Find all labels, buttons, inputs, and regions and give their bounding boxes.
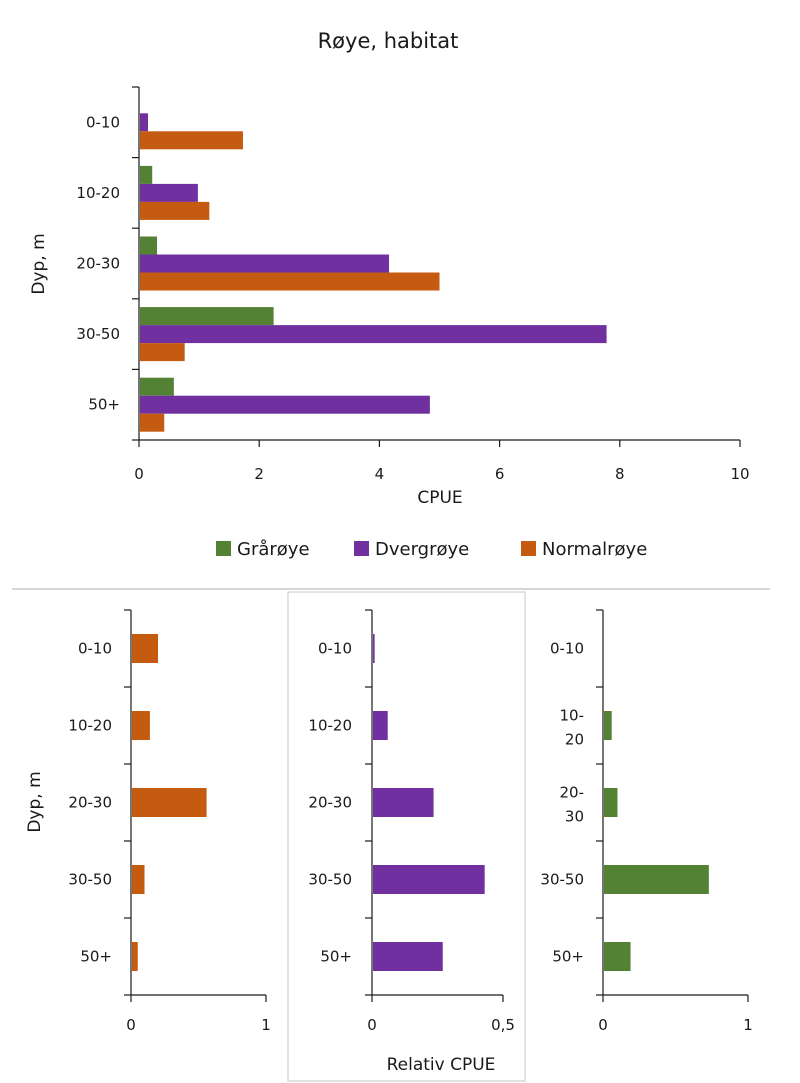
panel1-y-tick-label-10-20: 10-20 [76, 184, 120, 202]
panel1-y-tick-label-0-10: 0-10 [86, 113, 120, 131]
panel3-bar-series1-20-30 [373, 788, 434, 817]
panel2-y-tick-label-50: 50+ [80, 948, 112, 966]
panel3-x-tick-label-0: 0 [367, 1016, 377, 1034]
panel1-bar-gr-r-ye-50 [140, 377, 174, 396]
panel3-y-tick-label-30-50: 30-50 [308, 871, 352, 889]
panel1-bar-dvergr-ye-50 [140, 395, 430, 414]
panel4-y-tick-label-20-30-line1: 20- [560, 784, 585, 802]
panel2-bar-series1-30-50 [132, 865, 145, 894]
panel3-y-tick-label-10-20: 10-20 [308, 717, 352, 735]
panel1-y-axis-label: Dyp, m [29, 233, 49, 294]
panel4-y-tick-label-20-30-line2: 30 [565, 808, 584, 826]
panel1-y-tick-label-20-30: 20-30 [76, 255, 120, 273]
panel4-y-tick-label-10-20-line2: 20 [565, 731, 584, 749]
panel3-bar-series1-30-50 [373, 865, 485, 894]
panel4-x-tick-label-1: 1 [743, 1016, 753, 1034]
panel2-bar-series1-20-30 [132, 788, 207, 817]
panel3-y-tick-label-0-10: 0-10 [318, 640, 352, 658]
legend-label-dvergr-ye: Dvergrøye [375, 539, 469, 560]
panel1-bar-normalr-ye-30-50 [140, 343, 185, 362]
panel1-bar-dvergr-ye-0-10 [140, 113, 149, 132]
panel1-y-tick-label-30-50: 30-50 [76, 325, 120, 343]
panel1-bar-normalr-ye-0-10 [140, 131, 243, 150]
panel4-bar-series1-50 [604, 942, 631, 971]
panel2-y-tick-label-0-10: 0-10 [78, 640, 112, 658]
panel3-bar-series1-50 [373, 942, 443, 971]
panel1-bar-normalr-ye-50 [140, 413, 165, 432]
panel4-y-tick-label-10-20-line1: 10- [560, 707, 585, 725]
panel1-x-axis-label: CPUE [417, 488, 462, 508]
panel2-bar-series1-50 [132, 942, 138, 971]
panel1-y-tick-label-50: 50+ [88, 396, 120, 414]
panel4-y-tick-label-50: 50+ [552, 948, 584, 966]
panel2-y-axis-label: Dyp, m [25, 771, 45, 832]
legend-label-gr-r-ye: Grårøye [237, 539, 310, 560]
middle-panel-frame [287, 591, 526, 1082]
panel1-x-tick-label-8: 8 [615, 465, 625, 483]
panel1-chart-title: Røye, habitat [318, 29, 459, 53]
legend-swatch-dvergr-ye [354, 541, 369, 556]
panel3-bar-series1-10-20 [373, 711, 388, 740]
panel2-y-tick-label-20-30: 20-30 [68, 794, 112, 812]
panel2-y-tick-label-30-50: 30-50 [68, 871, 112, 889]
panel3-x-axis-label: Relativ CPUE [387, 1055, 496, 1075]
panel2-bar-series1-0-10 [132, 634, 158, 663]
panel1-x-tick-label-0: 0 [134, 465, 144, 483]
panel2-bar-series1-10-20 [132, 711, 150, 740]
panel1-bar-dvergr-ye-20-30 [140, 254, 390, 273]
panel3-bar-series1-0-10 [373, 634, 375, 663]
legend-swatch-gr-r-ye [216, 541, 231, 556]
panel4-y-tick-label-0-10: 0-10 [550, 640, 584, 658]
panel1-x-tick-label-2: 2 [254, 465, 264, 483]
panel1-bar-dvergr-ye-30-50 [140, 325, 607, 344]
panel2-x-tick-label-1: 1 [261, 1016, 271, 1034]
panel4-bar-series1-30-50 [604, 865, 709, 894]
panel4-y-tick-label-30-50: 30-50 [540, 871, 584, 889]
panel1-x-tick-label-6: 6 [495, 465, 505, 483]
legend-label-normalr-ye: Normalrøye [542, 539, 647, 560]
panel2-x-tick-label-0: 0 [126, 1016, 136, 1034]
panel3-y-tick-label-20-30: 20-30 [308, 794, 352, 812]
panel4-x-tick-label-0: 0 [598, 1016, 608, 1034]
panel1-bar-normalr-ye-10-20 [140, 201, 210, 220]
panel1-x-tick-label-10: 10 [730, 465, 749, 483]
panel1-bar-normalr-ye-20-30 [140, 272, 440, 291]
panel3-x-tick-label-0-5: 0,5 [491, 1016, 515, 1034]
panel1-x-tick-label-4: 4 [375, 465, 385, 483]
panel2-y-tick-label-10-20: 10-20 [68, 717, 112, 735]
panel1-bar-gr-r-ye-20-30 [140, 236, 158, 255]
panel4-bar-series1-20-30 [604, 788, 618, 817]
panel3-y-tick-label-50: 50+ [320, 948, 352, 966]
panel1-bar-gr-r-ye-10-20 [140, 165, 153, 184]
panel1-bar-dvergr-ye-10-20 [140, 183, 198, 202]
panel1-bar-gr-r-ye-30-50 [140, 307, 274, 326]
panel4-bar-series1-10-20 [604, 711, 612, 740]
legend-swatch-normalr-ye [521, 541, 536, 556]
